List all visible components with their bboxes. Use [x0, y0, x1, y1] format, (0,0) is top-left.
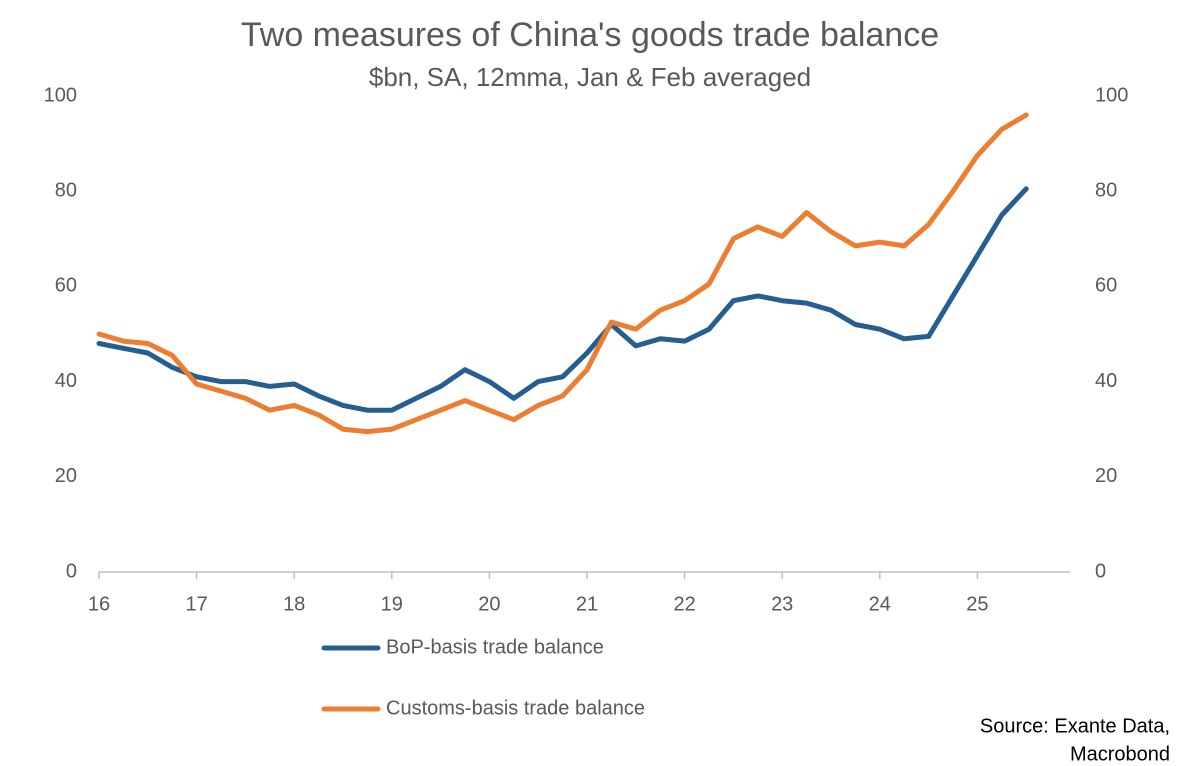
y-tick-label: 100 [44, 84, 77, 106]
x-tick-label: 24 [869, 593, 891, 615]
y-tick-label: 20 [55, 465, 77, 487]
x-tick-label: 18 [283, 593, 305, 615]
line-series [96, 186, 1029, 413]
y2-tick-label: 20 [1095, 465, 1117, 487]
legend-label: BoP-basis trade balance [386, 636, 604, 658]
y2-tick-label: 100 [1095, 84, 1128, 106]
y2-tick-label: 0 [1095, 560, 1106, 582]
x-tick-label: 19 [381, 593, 403, 615]
y-tick-label: 40 [55, 370, 77, 392]
x-tick-label: 21 [576, 593, 598, 615]
y-tick-label: 80 [55, 179, 77, 201]
y2-tick-label: 80 [1095, 179, 1117, 201]
y-tick-label: 60 [55, 275, 77, 297]
x-tick-label: 23 [771, 593, 793, 615]
chart-subtitle: $bn, SA, 12mma, Jan & Feb averaged [369, 62, 811, 92]
source: Source: Exante Data, [980, 715, 1170, 737]
x-tick-label: 17 [185, 593, 207, 615]
y2-tick-label: 40 [1095, 370, 1117, 392]
x-tick-label: 16 [88, 593, 110, 615]
legend-label: Customs-basis trade balance [386, 697, 645, 719]
y-tick-label: 0 [66, 560, 77, 582]
line-series [96, 112, 1029, 435]
chart-title: Two measures of China's goods trade bala… [241, 16, 939, 54]
x-tick-label: 25 [966, 593, 988, 615]
y2-tick-label: 60 [1095, 275, 1117, 297]
x-tick-label: 22 [673, 593, 695, 615]
source: Macrobond [1070, 743, 1170, 765]
x-tick-label: 20 [478, 593, 500, 615]
